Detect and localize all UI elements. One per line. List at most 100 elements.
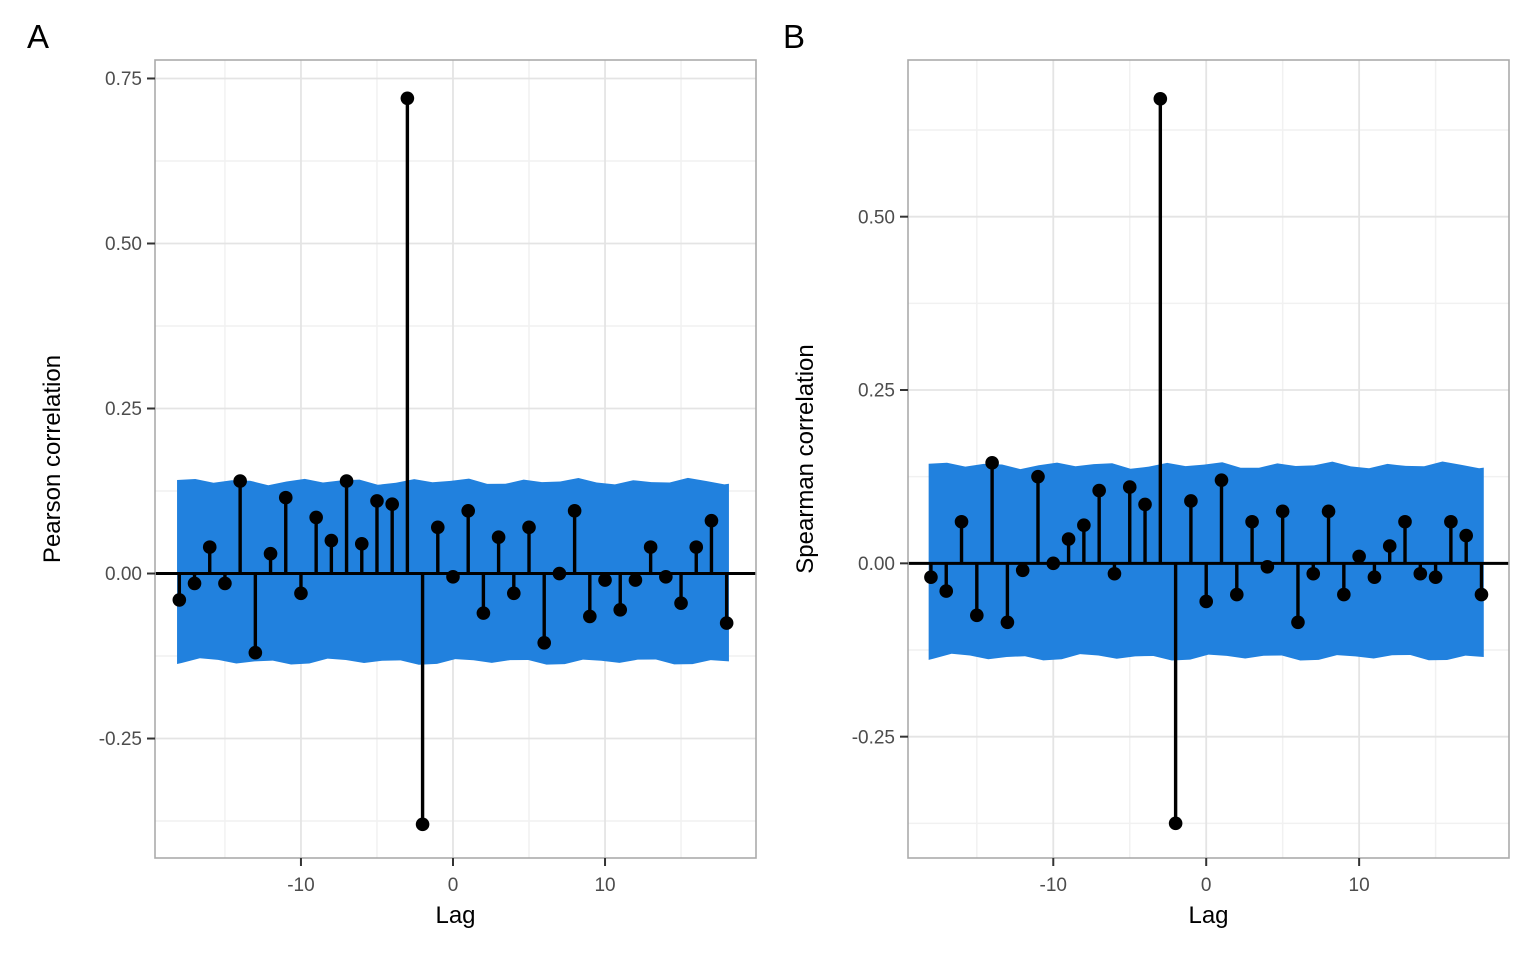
ccf-chart-pearson: -10 0 10 0.75 0.50 0.25 0.00 -0.25 Lag Pearson co…: [39, 59, 757, 929]
panel-border: [154, 59, 757, 859]
stem-dot: [1031, 469, 1045, 484]
stem-dot: [1199, 594, 1214, 609]
panel-b-label: B: [783, 18, 806, 55]
stem-dot: [1444, 514, 1458, 529]
y-tick-label: 0.75: [105, 69, 142, 90]
stem-dot: [1245, 514, 1259, 529]
y-tick-label: 0.50: [858, 207, 895, 228]
stem-dot: [613, 603, 628, 617]
x-tick-label: 0: [448, 875, 459, 896]
stem-dot: [1474, 587, 1489, 602]
stem-dot: [400, 91, 415, 106]
stem-dot: [719, 616, 734, 630]
x-tick-label: -10: [1040, 875, 1067, 896]
stem-dot: [339, 474, 354, 488]
stem-dot: [1138, 497, 1152, 512]
stem-dot: [1382, 539, 1397, 553]
stem-dot: [218, 576, 232, 591]
stem-dot: [1352, 549, 1366, 564]
panel-border: [907, 59, 1510, 859]
stem-dot: [385, 497, 399, 512]
stem-dot: [294, 586, 308, 601]
y-tick-label: -0.25: [852, 727, 895, 748]
stem-dot: [954, 514, 969, 529]
stem-dot: [476, 606, 491, 620]
stem-dot: [1092, 483, 1106, 498]
stem-dot: [985, 456, 999, 470]
stem-dot: [1046, 556, 1061, 571]
y-tick-label: 0.00: [105, 564, 142, 585]
stem-dot: [1061, 532, 1076, 546]
stem-dot: [1306, 566, 1321, 581]
stem-dot: [659, 570, 673, 584]
x-tick-label: 0: [1201, 875, 1212, 896]
stem-dot: [939, 584, 954, 598]
stem-dot: [1184, 494, 1198, 508]
stem-dot: [1428, 570, 1443, 585]
stem-dot: [1168, 816, 1183, 831]
stem-dot: [1229, 587, 1244, 602]
panel-a-label: A: [27, 18, 50, 55]
stem-dot: [430, 520, 445, 535]
y-tick-label: 0.25: [858, 381, 895, 402]
stem-dot: [598, 573, 612, 587]
ccf-chart-spearman: -10 0 10 0.50 0.25 0.00 -0.25 Lag Spearman corre…: [792, 59, 1510, 929]
stem-dot: [970, 608, 984, 623]
stem-dot: [461, 504, 475, 518]
x-axis-title: Lag: [435, 902, 475, 929]
stem-dot: [491, 530, 506, 545]
panel-b: B -10 0 10 0.50 0.25 0.00 -0.25 Lag Spearman cor…: [768, 0, 1536, 960]
stem-dot: [1337, 587, 1351, 602]
stem-dot: [1260, 560, 1275, 574]
stem-dot: [1291, 615, 1305, 630]
stem-dot: [1275, 504, 1290, 519]
stem-dot: [537, 636, 552, 650]
stem-dot: [233, 474, 247, 488]
y-axis-title: Spearman correlation: [792, 344, 819, 573]
stem-dot: [628, 573, 643, 587]
stem-dot: [522, 520, 536, 535]
stem-dot: [1122, 480, 1137, 494]
stem-dot: [674, 596, 688, 611]
stem-dot: [370, 494, 384, 508]
stem-dot: [248, 645, 263, 660]
stem-dot: [324, 533, 339, 548]
stem-dot: [1398, 514, 1412, 529]
stem-dot: [1413, 566, 1428, 581]
stem-dot: [263, 546, 278, 561]
panel-background: [908, 60, 1509, 858]
stem-dot: [446, 570, 460, 584]
panel-background: [155, 60, 756, 858]
stem-dot: [689, 540, 704, 554]
stem-dot: [704, 513, 719, 528]
x-tick-label: -10: [287, 875, 314, 896]
x-tick-label: 10: [1349, 875, 1370, 896]
y-tick-label: 0.50: [105, 234, 142, 255]
stem-dot: [1459, 528, 1473, 543]
stem-dot: [187, 576, 202, 591]
y-axis-title: Pearson correlation: [39, 355, 66, 563]
stem-dot: [924, 570, 938, 585]
stem-dot: [1214, 473, 1229, 487]
stem-dot: [1367, 570, 1382, 585]
stem-dot: [583, 609, 597, 624]
stem-dot: [1000, 615, 1015, 630]
stem-dot: [309, 510, 323, 525]
stem-dot: [1153, 92, 1168, 106]
y-tick-label: 0.00: [858, 554, 895, 575]
stem-dot: [567, 504, 582, 518]
stem-dot: [415, 817, 430, 832]
stem-dot: [202, 540, 217, 554]
stem-dot: [1107, 566, 1122, 581]
stem-dot: [1321, 504, 1336, 519]
panel-a: A -10 0 10 0.75 0.50 0.25 0.00 -0.25 Lag Pearson …: [27, 18, 757, 929]
y-tick-label: -0.25: [99, 729, 142, 750]
stem-dot: [278, 490, 293, 505]
stem-dot: [1077, 518, 1091, 533]
stem-dot: [354, 537, 369, 551]
stem-dot: [1015, 563, 1030, 578]
x-axis-title: Lag: [1188, 902, 1228, 929]
x-tick-label: 10: [594, 875, 615, 896]
stem-dot: [507, 586, 521, 601]
